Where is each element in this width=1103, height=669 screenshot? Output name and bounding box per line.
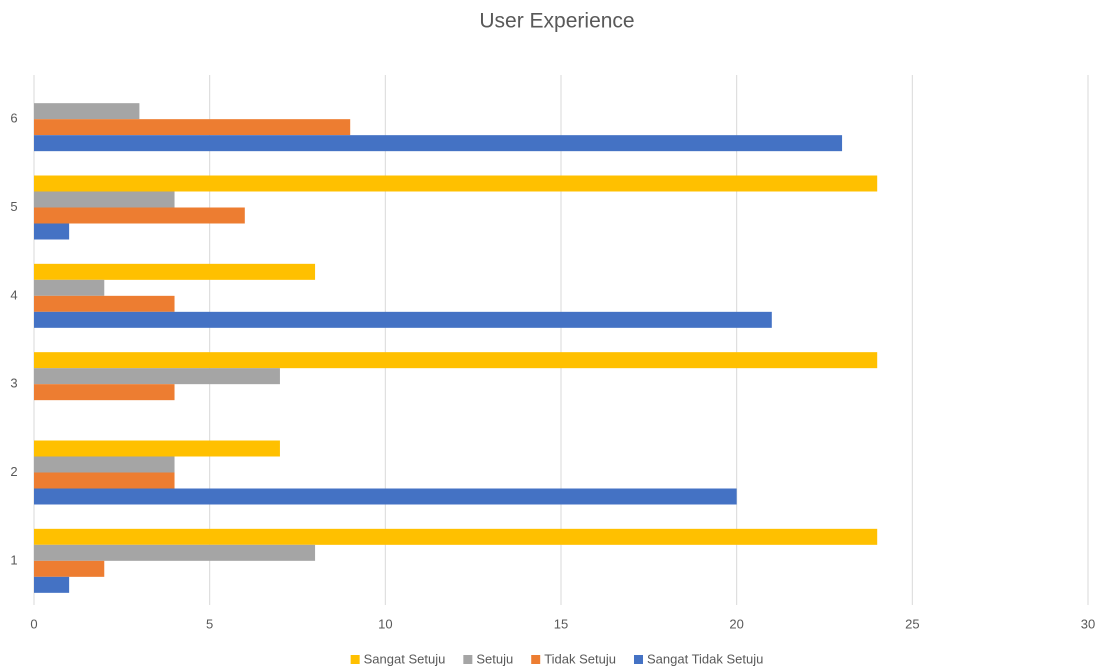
- y-tick-label: 2: [10, 464, 17, 479]
- bar: [34, 311, 772, 328]
- bar: [34, 576, 70, 593]
- bar: [34, 223, 70, 240]
- bar: [34, 103, 140, 120]
- bar: [34, 368, 280, 385]
- y-tick-label: 4: [10, 287, 17, 302]
- bar: [34, 544, 316, 561]
- legend-label: Sangat Setuju: [364, 651, 446, 666]
- y-tick-label: 6: [10, 111, 17, 126]
- legend-label: Setuju: [476, 651, 513, 666]
- bar: [34, 207, 245, 224]
- bar: [34, 191, 175, 208]
- y-tick-label: 1: [10, 552, 17, 567]
- bar: [34, 352, 878, 369]
- bar: [34, 119, 351, 136]
- bar: [34, 488, 737, 505]
- bar: [34, 472, 175, 489]
- x-tick-label: 30: [1081, 616, 1095, 631]
- bar: [34, 440, 280, 457]
- x-tick-label: 0: [30, 616, 37, 631]
- bar: [34, 528, 878, 545]
- bar: [34, 295, 175, 312]
- bar: [34, 279, 105, 296]
- x-tick-label: 20: [729, 616, 743, 631]
- bar: [34, 456, 175, 473]
- legend-swatch: [633, 655, 643, 664]
- legend-label: Tidak Setuju: [544, 651, 616, 666]
- bar: [34, 263, 316, 280]
- legend-swatch: [350, 655, 360, 664]
- x-tick-label: 25: [905, 616, 919, 631]
- legend-swatch: [463, 655, 473, 664]
- y-tick-label: 3: [10, 376, 17, 391]
- bar: [34, 175, 878, 192]
- bar: [34, 560, 105, 577]
- y-tick-label: 5: [10, 199, 17, 214]
- bar: [34, 384, 175, 401]
- x-tick-label: 15: [554, 616, 568, 631]
- x-tick-label: 5: [206, 616, 213, 631]
- x-tick-label: 10: [378, 616, 392, 631]
- legend-swatch: [531, 655, 541, 664]
- legend-label: Sangat Tidak Setuju: [647, 651, 763, 666]
- bar: [34, 135, 843, 152]
- chart-title: User Experience: [479, 10, 634, 33]
